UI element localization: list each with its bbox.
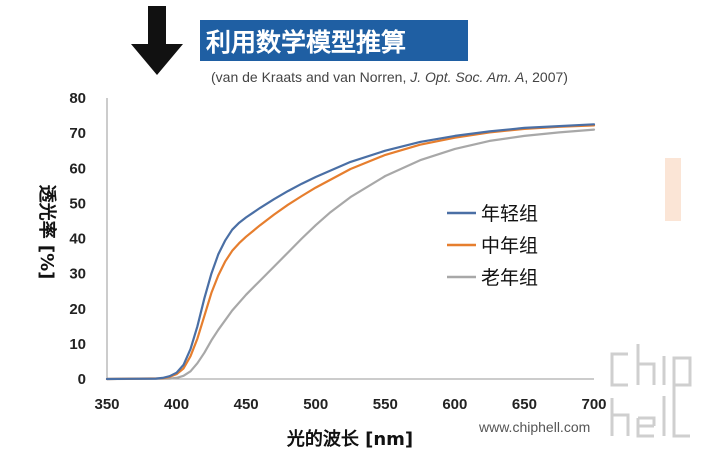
legend: 年轻组 中年组 老年组	[447, 203, 538, 289]
y-tick-label: 30	[69, 266, 86, 283]
watermark: www.chiphell.com	[478, 344, 692, 438]
x-tick-label: 700	[581, 396, 606, 413]
y-ticks: 0 10 20 30 40 50 60 70 80	[69, 90, 86, 388]
y-tick-label: 20	[69, 301, 86, 318]
x-tick-label: 650	[512, 396, 537, 413]
x-tick-label: 450	[234, 396, 259, 413]
chiphell-logo	[610, 344, 692, 438]
legend-item-middle: 中年组	[447, 235, 538, 257]
x-tick-label: 500	[303, 396, 328, 413]
series-line-middle	[105, 124, 596, 381]
citation-journal: J. Opt. Soc. Am. A	[409, 69, 524, 85]
legend-label-middle: 中年组	[481, 235, 538, 257]
y-tick-label: 80	[69, 90, 86, 107]
y-tick-label: 70	[69, 125, 86, 142]
y-tick-label: 0	[78, 371, 86, 388]
y-tick-label: 10	[69, 336, 86, 353]
x-ticks: 350 400 450 500 550 600 650 700	[94, 396, 606, 413]
side-decoration	[665, 158, 681, 221]
x-tick-label: 600	[442, 396, 467, 413]
x-tick-label: 350	[94, 396, 119, 413]
x-tick-label: 400	[164, 396, 189, 413]
y-tick-label: 40	[69, 231, 86, 248]
y-tick-label: 60	[69, 160, 86, 177]
axes	[106, 98, 594, 380]
legend-label-old: 老年组	[481, 267, 538, 289]
down-arrow-icon	[131, 6, 183, 75]
series-line-young	[105, 123, 596, 381]
legend-item-young: 年轻组	[447, 203, 538, 225]
watermark-url: www.chiphell.com	[478, 419, 590, 435]
chart-title: 利用数学模型推算	[206, 28, 406, 57]
title-box: 利用数学模型推算	[200, 20, 468, 61]
x-tick-label: 550	[373, 396, 398, 413]
y-tick-label: 50	[69, 195, 86, 212]
y-axis-title: 透光率 [%]	[36, 185, 58, 280]
x-axis-title: 光的波长 [nm]	[286, 428, 413, 450]
legend-label-young: 年轻组	[481, 203, 538, 225]
legend-item-old: 老年组	[447, 267, 538, 289]
citation-authors: (van de Kraats and van Norren,	[211, 69, 410, 85]
citation-year: , 2007)	[524, 69, 568, 85]
citation: (van de Kraats and van Norren, J. Opt. S…	[211, 69, 568, 85]
series	[105, 123, 596, 381]
series-line-old	[105, 128, 596, 381]
